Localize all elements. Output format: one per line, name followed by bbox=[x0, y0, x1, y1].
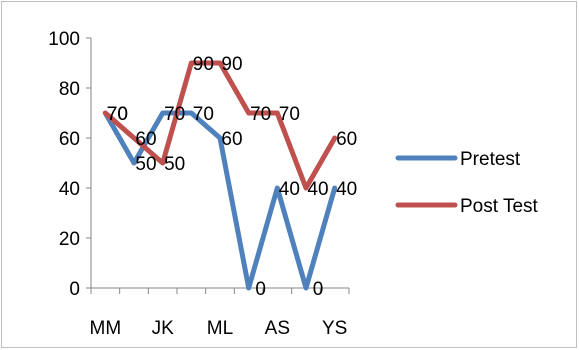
x-tick-label: JK bbox=[152, 318, 175, 339]
data-label: 60 bbox=[336, 129, 357, 150]
data-label: 90 bbox=[193, 54, 214, 75]
data-label: 70 bbox=[107, 104, 128, 125]
data-label: 70 bbox=[107, 104, 128, 125]
data-label: 40 bbox=[279, 179, 300, 200]
data-label: 0 bbox=[255, 279, 266, 300]
legend: Pretest Post Test bbox=[395, 149, 539, 217]
y-tick-label: 0 bbox=[69, 279, 80, 300]
data-label: 50 bbox=[135, 154, 156, 175]
x-tick-label: YS bbox=[322, 318, 347, 339]
legend-label: Post Test bbox=[460, 196, 539, 217]
data-label: 50 bbox=[164, 154, 185, 175]
data-label: 70 bbox=[250, 104, 271, 125]
data-label: 40 bbox=[336, 179, 357, 200]
data-label: 70 bbox=[279, 104, 300, 125]
y-tick-label: 80 bbox=[59, 79, 80, 100]
x-tick-label: MM bbox=[90, 318, 122, 339]
series-layer bbox=[102, 60, 338, 291]
data-label: 90 bbox=[221, 54, 242, 75]
y-tick-label: 20 bbox=[59, 229, 80, 250]
axes: 0 20 40 60 80 100 MM JK ML AS YS bbox=[48, 29, 350, 339]
series-line-post-test bbox=[102, 60, 338, 191]
x-tick-label: ML bbox=[207, 318, 233, 339]
y-tick-label: 100 bbox=[48, 29, 80, 50]
x-tick-label: AS bbox=[265, 318, 290, 339]
data-label: 40 bbox=[307, 179, 328, 200]
data-label: 70 bbox=[164, 104, 185, 125]
legend-label: Pretest bbox=[460, 149, 521, 170]
y-tick-label: 40 bbox=[59, 179, 80, 200]
data-label: 60 bbox=[135, 129, 156, 150]
data-label: 0 bbox=[313, 279, 324, 300]
data-label: 60 bbox=[221, 129, 242, 150]
y-tick-label: 60 bbox=[59, 129, 80, 150]
data-label: 70 bbox=[193, 104, 214, 125]
